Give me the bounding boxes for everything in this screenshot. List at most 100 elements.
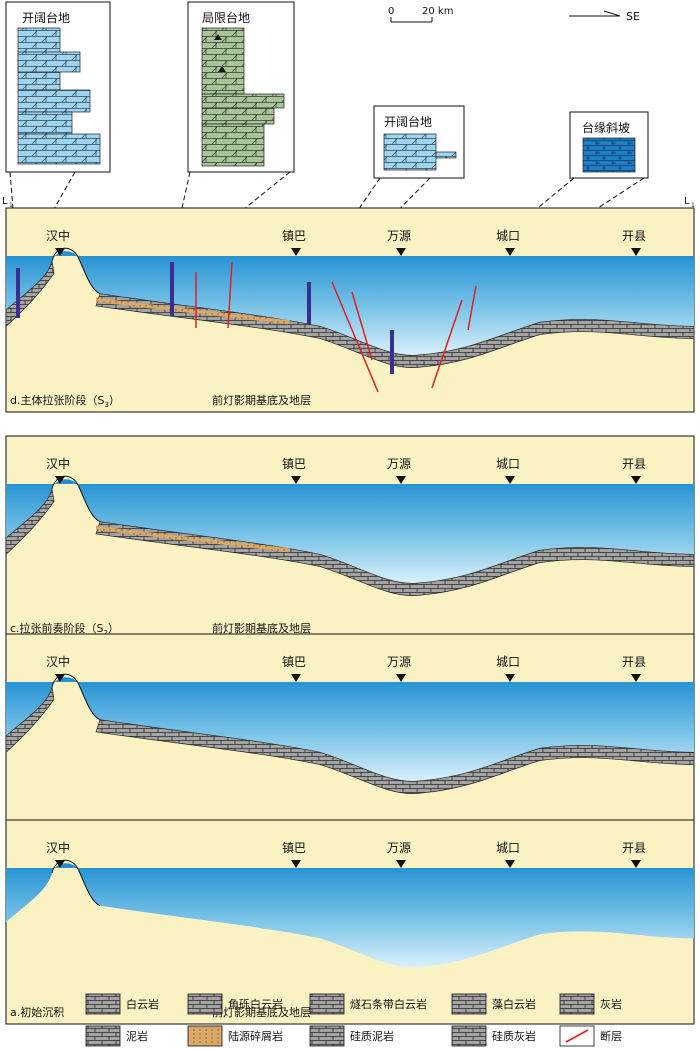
chert-band-dolomite-icon — [309, 993, 345, 1015]
location-marker — [396, 476, 406, 484]
stage-label: a.初始沉积 — [10, 1005, 64, 1019]
column-inset-4: 台缘斜坡 — [569, 111, 649, 179]
siliceous-mudstone-icon — [309, 1025, 345, 1047]
profile-end-right: L — [684, 196, 690, 207]
direction-label: SE — [626, 10, 640, 23]
sea-water — [6, 677, 694, 782]
location-label: 城口 — [496, 841, 520, 855]
location-marker — [631, 860, 641, 868]
legend-label: 硅质灰岩 — [492, 1029, 536, 1043]
location-label: 城口 — [496, 229, 520, 243]
sea-water — [6, 479, 694, 584]
stage-panel: 汉中 镇巴 万源 城口 开县 a.初始沉积 前灯影期基底及地层 — [5, 819, 695, 1025]
location-label: 镇巴 — [282, 229, 306, 243]
stage-label: c.拉张前奏阶段（S2） — [10, 621, 119, 637]
column-title: 台缘斜坡 — [582, 120, 630, 135]
location-label: 汉中 — [46, 228, 70, 243]
limestone-icon — [559, 993, 595, 1015]
legend-label: 陆源碎屑岩 — [228, 1029, 283, 1043]
clastic-layer — [96, 297, 290, 325]
location-label: 开县 — [622, 229, 646, 243]
fault-line — [467, 285, 477, 331]
column-title: 开阔台地 — [22, 10, 70, 25]
scale-zero: 0 — [388, 6, 394, 17]
location-marker — [631, 248, 641, 256]
column-inset-3: 开阔台地 — [373, 105, 465, 179]
location-marker — [396, 248, 406, 256]
location-marker — [505, 860, 515, 868]
location-label: 万源 — [387, 457, 411, 471]
location-marker — [291, 248, 301, 256]
legend-label: 泥岩 — [126, 1029, 148, 1043]
location-label: 汉中 — [46, 456, 70, 471]
location-marker — [55, 674, 65, 682]
scale-length: 20 km — [422, 6, 453, 17]
location-marker — [291, 674, 301, 682]
location-label: 镇巴 — [282, 655, 306, 669]
location-marker — [631, 476, 641, 484]
legend-item: 灰岩 — [559, 993, 622, 1015]
fault-line — [351, 291, 373, 361]
legend-item: 燧石条带白云岩 — [309, 993, 427, 1015]
legend-item: 断层 — [559, 1025, 622, 1047]
algal-dolomite-icon — [451, 993, 487, 1015]
location-label: 城口 — [496, 457, 520, 471]
location-marker — [291, 860, 301, 868]
location-label: 万源 — [387, 229, 411, 243]
legend-label: 角砾白云岩 — [228, 997, 283, 1011]
legend-item: 陆源碎屑岩 — [187, 1025, 283, 1047]
location-label: 万源 — [387, 655, 411, 669]
location-label: 镇巴 — [282, 457, 306, 471]
stage-panel: L 1 L 1汉中 镇巴 万源 城口 开县d.主体拉张阶段（S3） 前灯影期基底及地层 — [2, 196, 695, 413]
location-marker — [55, 476, 65, 484]
location-marker — [505, 674, 515, 682]
column-title: 开阔台地 — [384, 114, 432, 129]
legend-label: 灰岩 — [600, 997, 622, 1011]
strata-band — [5, 488, 695, 596]
basement-label: 前灯影期基底及地层 — [212, 621, 311, 635]
location-marker — [55, 860, 65, 868]
fault-line — [431, 299, 463, 389]
column-title: 局限台地 — [202, 10, 250, 25]
stage-label: d.主体拉张阶段（S3） — [10, 393, 120, 409]
location-marker — [505, 248, 515, 256]
legend-item: 硅质灰岩 — [451, 1025, 536, 1047]
clastic-layer — [96, 525, 290, 553]
location-label: 开县 — [622, 655, 646, 669]
location-label: 汉中 — [46, 840, 70, 855]
clastic-rock-icon — [187, 1025, 223, 1047]
dolomite-icon — [85, 993, 121, 1015]
legend-label: 白云岩 — [126, 997, 159, 1011]
legend-label: 藻白云岩 — [492, 997, 536, 1011]
sea-water — [6, 863, 694, 968]
stage-panel: 汉中镇巴万源城口开县b.稳定沉积阶段（S1）前灯影期基底及地层 — [5, 633, 695, 839]
stage-panel: 汉中 镇巴 万源 城口 开县 c.拉张前奏阶段（S2） 前灯影期基底及地层 — [5, 435, 695, 641]
location-marker — [505, 476, 515, 484]
fault-line — [331, 281, 379, 393]
column-inset-2: 局限台地 — [187, 1, 295, 173]
location-label: 城口 — [496, 655, 520, 669]
basement-label: 前灯影期基底及地层 — [212, 393, 311, 407]
column-inset-1: 开阔台地 — [5, 1, 111, 173]
location-marker — [631, 674, 641, 682]
fault-line — [227, 261, 233, 329]
mudstone-icon — [85, 1025, 121, 1047]
legend-label: 断层 — [600, 1029, 622, 1043]
legend-item: 角砾白云岩 — [187, 993, 283, 1015]
strata-band — [5, 686, 695, 794]
basement-label: 前灯影期基底及地层 — [212, 1005, 311, 1019]
legend-label: 硅质泥岩 — [350, 1029, 394, 1043]
legend-item: 藻白云岩 — [451, 993, 536, 1015]
profile-end-left-sub: 1 — [9, 202, 13, 209]
location-label: 汉中 — [46, 654, 70, 669]
location-marker — [396, 674, 406, 682]
breccia-dolomite-icon — [187, 993, 223, 1015]
scale-bar: 0 20 km — [388, 6, 453, 23]
legend-label: 燧石条带白云岩 — [350, 997, 427, 1011]
sea-water — [6, 251, 694, 356]
location-label: 镇巴 — [282, 841, 306, 855]
location-label: 开县 — [622, 457, 646, 471]
legend-item: 硅质泥岩 — [309, 1025, 394, 1047]
